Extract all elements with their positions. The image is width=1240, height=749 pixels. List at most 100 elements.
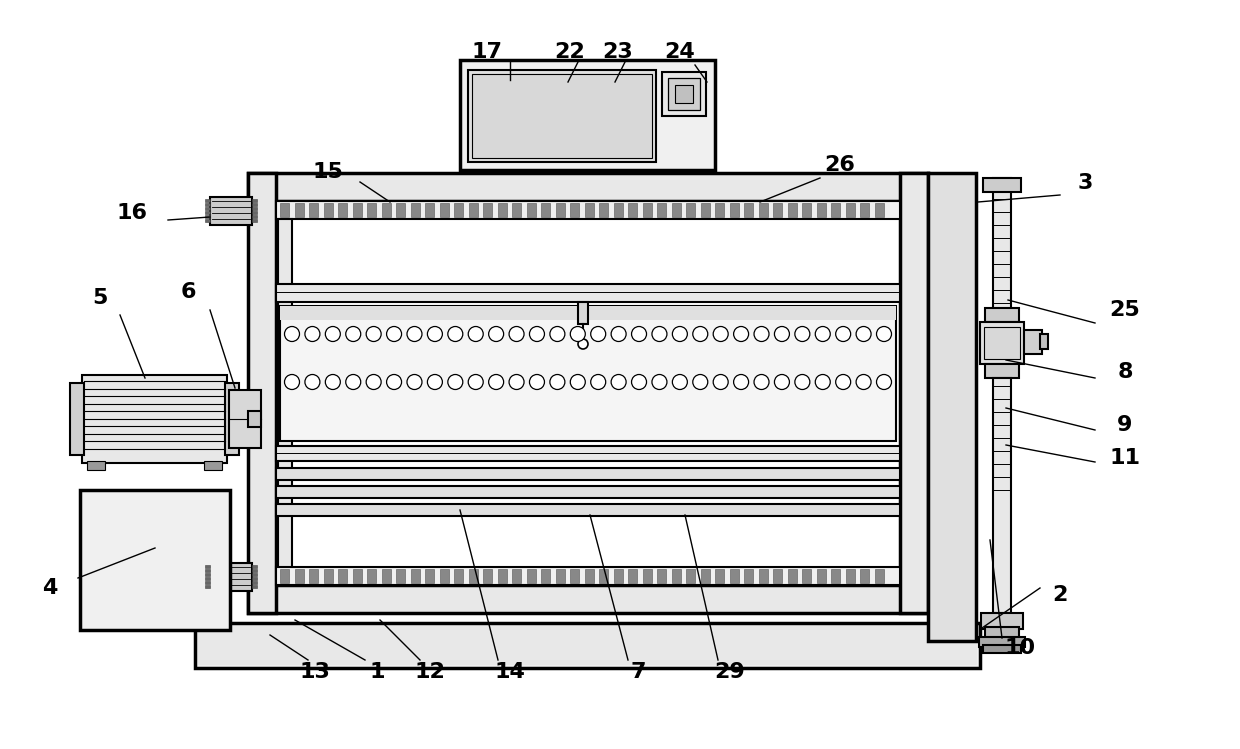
Bar	[484, 203, 492, 217]
Text: 13: 13	[300, 662, 330, 682]
Bar	[686, 569, 694, 583]
Text: 12: 12	[414, 662, 445, 682]
Circle shape	[815, 374, 831, 389]
Bar	[642, 569, 651, 583]
Bar	[252, 203, 257, 206]
Bar	[87, 461, 105, 470]
Bar	[512, 569, 521, 583]
Text: 2: 2	[1053, 585, 1068, 605]
Circle shape	[672, 374, 687, 389]
Bar	[309, 569, 317, 583]
Bar	[396, 203, 405, 217]
Circle shape	[611, 374, 626, 389]
Circle shape	[672, 327, 687, 342]
Bar	[672, 203, 681, 217]
Text: 15: 15	[312, 162, 343, 182]
Circle shape	[510, 374, 525, 389]
Bar	[205, 461, 222, 470]
Circle shape	[734, 327, 749, 342]
Bar	[277, 504, 900, 516]
Bar	[773, 569, 782, 583]
Bar	[484, 569, 492, 583]
Bar	[309, 203, 317, 217]
Circle shape	[489, 374, 503, 389]
Text: 3: 3	[1078, 173, 1092, 193]
Bar	[205, 207, 210, 210]
Circle shape	[387, 374, 402, 389]
Bar	[295, 203, 304, 217]
Circle shape	[652, 374, 667, 389]
Bar	[367, 203, 376, 217]
Circle shape	[836, 327, 851, 342]
Bar	[614, 203, 622, 217]
Circle shape	[775, 374, 790, 389]
Bar	[454, 203, 463, 217]
Text: 10: 10	[1004, 638, 1035, 658]
Bar	[759, 203, 768, 217]
Bar	[198, 626, 977, 665]
Bar	[252, 199, 257, 202]
Bar	[277, 446, 900, 461]
Circle shape	[529, 374, 544, 389]
Circle shape	[387, 327, 402, 342]
Bar	[252, 211, 257, 214]
Circle shape	[325, 374, 340, 389]
Bar	[210, 563, 252, 591]
Circle shape	[305, 374, 320, 389]
Circle shape	[836, 374, 851, 389]
Bar	[205, 215, 210, 218]
Bar	[599, 569, 608, 583]
Bar	[252, 215, 257, 218]
Bar	[454, 569, 463, 583]
Bar	[1040, 334, 1048, 349]
Bar	[497, 569, 506, 583]
Bar	[205, 565, 210, 568]
Bar	[410, 203, 419, 217]
Circle shape	[529, 327, 544, 342]
Circle shape	[578, 339, 588, 349]
Bar	[205, 199, 210, 202]
Circle shape	[652, 327, 667, 342]
Bar	[657, 569, 666, 583]
Bar	[773, 203, 782, 217]
Circle shape	[590, 327, 605, 342]
Circle shape	[713, 327, 728, 342]
Circle shape	[346, 374, 361, 389]
Bar	[759, 569, 768, 583]
Circle shape	[856, 374, 870, 389]
Bar	[280, 306, 897, 441]
Circle shape	[877, 327, 892, 342]
Bar	[81, 490, 229, 630]
Bar	[874, 569, 883, 583]
Bar	[701, 569, 709, 583]
Bar	[252, 577, 257, 580]
Bar	[277, 284, 900, 302]
Circle shape	[693, 327, 708, 342]
Bar	[280, 203, 289, 217]
Bar	[439, 203, 449, 217]
Circle shape	[448, 327, 463, 342]
Text: 6: 6	[180, 282, 196, 302]
Bar	[425, 569, 434, 583]
Bar	[205, 573, 210, 576]
Bar	[460, 60, 715, 170]
Bar	[787, 203, 796, 217]
Text: 4: 4	[42, 578, 58, 598]
Bar	[570, 569, 579, 583]
Bar	[248, 173, 277, 613]
Bar	[861, 569, 869, 583]
Bar	[846, 203, 854, 217]
Bar	[816, 203, 826, 217]
Bar	[900, 173, 928, 613]
Bar	[627, 569, 637, 583]
Circle shape	[448, 374, 463, 389]
Bar	[280, 569, 289, 583]
Bar	[861, 203, 869, 217]
Bar	[985, 627, 1019, 639]
Circle shape	[795, 374, 810, 389]
Bar	[662, 72, 706, 116]
Bar	[993, 178, 1011, 318]
Bar	[469, 203, 477, 217]
Text: 24: 24	[665, 42, 696, 62]
Bar	[252, 573, 257, 576]
